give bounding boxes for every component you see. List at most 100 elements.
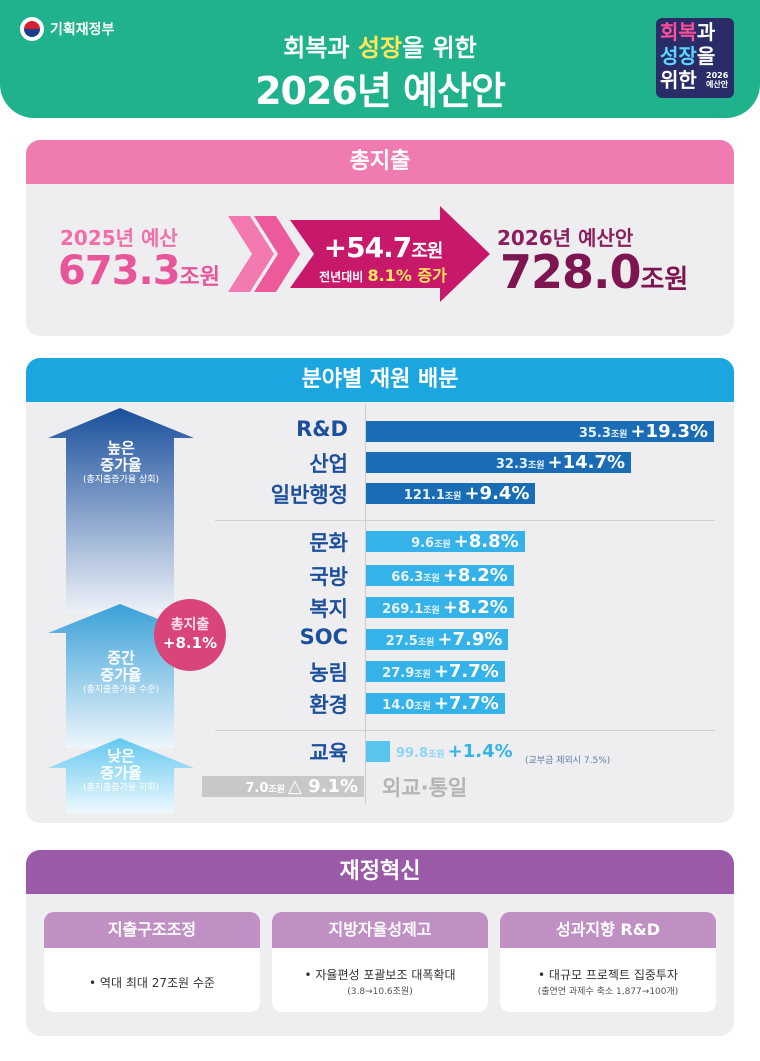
high-title2: 증가율 xyxy=(100,456,142,475)
amount-unit-9: 조원 xyxy=(428,750,445,760)
amount-label-4: 66.3조원 xyxy=(391,570,440,585)
innovation-heading: 재정혁신 xyxy=(26,850,734,894)
low-title2: 증가율 xyxy=(100,764,142,783)
bar-4 xyxy=(366,565,514,586)
innovation-card-3-line2: (출연연 과제수 축소 1,877→100개) xyxy=(537,987,679,997)
mid-title2: 증가율 xyxy=(100,666,142,685)
growth-label-9: +1.4% xyxy=(447,741,513,762)
innovation-card-3-title: 성과지향 R&D xyxy=(500,912,716,948)
category-label-5: 복지 xyxy=(309,597,348,621)
value-label-10: 7.0조원 △ 9.1% xyxy=(200,776,358,797)
high-title1: 높은 xyxy=(107,439,135,457)
innovation-card-2-line1: • 자율편성 포괄보조 대폭확대 xyxy=(304,968,456,982)
category-label-1: 산업 xyxy=(309,452,348,476)
amount-label-10: 7.0조원 xyxy=(245,781,285,796)
ministry-logo: 기획재정부 xyxy=(20,16,114,42)
value-label-7: 27.9조원 +7.7% xyxy=(366,661,499,682)
amount-unit-3: 조원 xyxy=(434,540,451,550)
amount-label-1: 32.3조원 xyxy=(495,457,545,472)
growth-label-0: +19.3% xyxy=(630,421,708,442)
category-label-10: 외교·통일 xyxy=(382,776,468,800)
innovation-card-2-title: 지방자율성제고 xyxy=(272,912,488,948)
badge-b2: 을 xyxy=(696,44,716,68)
amount-label-6: 27.5조원 xyxy=(385,634,435,649)
high-arrow xyxy=(48,408,194,613)
mid-title1: 중간 xyxy=(107,649,135,667)
amount-unit-10: 조원 xyxy=(268,785,285,795)
prev-unit: 조원 xyxy=(179,265,221,290)
growth-arrow xyxy=(228,206,490,302)
badge-c1: 위한 xyxy=(660,68,697,92)
category-label-6: SOC xyxy=(299,625,348,649)
innovation-card-1-title: 지출구조조정 xyxy=(44,912,260,948)
amount-unit-7: 조원 xyxy=(414,670,431,680)
category-label-9: 교육 xyxy=(309,741,348,765)
category-label-7: 농림 xyxy=(309,661,348,685)
increase-value: +54.7 xyxy=(323,231,413,264)
amount-label-3: 9.6조원 xyxy=(411,536,451,551)
badge-a2: 과 xyxy=(696,20,716,44)
amount-label-7: 27.9조원 xyxy=(382,666,431,681)
innovation-card-3: 성과지향 R&D • 대규모 프로젝트 집중투자 (출연연 과제수 축소 1,8… xyxy=(500,912,716,1012)
increase-note-pre: 전년대비 xyxy=(319,270,368,284)
amount-unit-4: 조원 xyxy=(423,574,440,584)
amount-label-8: 14.0조원 xyxy=(382,698,431,713)
innovation-card-2-line2: (3.8→10.6조원) xyxy=(347,987,413,997)
badge-c3: 예산안 xyxy=(706,80,729,89)
chevron-1 xyxy=(228,216,274,292)
main-arrow xyxy=(290,206,490,302)
growth-label-1: +14.7% xyxy=(547,452,626,473)
ministry-name: 기획재정부 xyxy=(50,22,115,38)
subtitle-highlight: 성장 xyxy=(357,34,403,62)
value-label-2: 121.1조원 +9.4% xyxy=(366,483,530,504)
subtitle-post: 을 위한 xyxy=(402,34,477,62)
taegeuk-icon xyxy=(20,17,44,41)
bar-1 xyxy=(366,452,632,473)
total-circle-value: +8.1% xyxy=(162,634,218,652)
growth-label-2: +9.4% xyxy=(464,483,530,504)
innovation-card-3-line1: • 대규모 프로젝트 집중투자 xyxy=(538,968,678,982)
amount-unit-8: 조원 xyxy=(414,702,431,712)
amount-label-5: 269.1조원 xyxy=(382,602,440,617)
increase-note-val: 8.1% 증가 xyxy=(367,266,447,285)
category-label-2: 일반행정 xyxy=(270,483,348,507)
bar-2 xyxy=(366,483,536,504)
growth-label-5: +8.2% xyxy=(442,597,508,618)
amount-unit-2: 조원 xyxy=(444,492,462,502)
high-note: (총지출증가율 상회) xyxy=(82,474,160,485)
chevron-2 xyxy=(254,216,300,292)
growth-label-10: △ 9.1% xyxy=(287,776,358,797)
low-arrow xyxy=(48,738,194,813)
total-circle-label: 총지출 xyxy=(170,617,210,633)
value-label-8: 14.0조원 +7.7% xyxy=(366,693,499,714)
prev-value: 673.3조원 xyxy=(58,248,220,294)
high-label: 높은 증가율 (총지출증가율 상회) xyxy=(48,439,194,485)
increase-label: +54.7조원 전년대비 8.1% 증가 xyxy=(308,231,458,286)
edu-note: (교부금 제외시 7.5%) xyxy=(525,756,611,766)
mid-note: (총지출증가율 수준) xyxy=(82,684,160,695)
bar-5 xyxy=(366,597,514,618)
category-label-8: 환경 xyxy=(309,693,348,717)
axis-line xyxy=(365,404,366,804)
badge-a1: 회복 xyxy=(660,20,697,44)
low-note: (총지출증가율 하회) xyxy=(82,782,160,793)
low-title1: 낮은 xyxy=(107,747,135,765)
amount-label-9: 99.8조원 xyxy=(396,746,445,761)
bar-0 xyxy=(366,421,714,442)
bar-10 xyxy=(202,776,364,797)
header-banner: 기획재정부 회복과 성장을 위한 2026년 예산안 회복과 성장을 위한 20… xyxy=(0,0,760,118)
value-label-6: 27.5조원 +7.9% xyxy=(366,629,503,650)
group-divider-1 xyxy=(215,520,715,521)
bar-8 xyxy=(366,693,505,714)
budget-badge: 회복과 성장을 위한 2026 예산안 xyxy=(656,18,734,98)
page-title: 2026년 예산안 xyxy=(255,69,506,113)
bar-3 xyxy=(366,531,525,552)
total-rate-circle: 총지출 +8.1% xyxy=(154,599,226,671)
header-subtitle: 회복과 성장을 위한 xyxy=(0,28,760,63)
badge-b1: 성장 xyxy=(660,44,697,68)
amount-label-2: 121.1조원 xyxy=(403,488,462,503)
amount-unit-6: 조원 xyxy=(417,638,435,648)
increase-unit: 조원 xyxy=(411,241,443,262)
amount-unit-5: 조원 xyxy=(423,606,440,616)
innovation-card-1-line1: • 역대 최대 27조원 수준 xyxy=(89,976,215,990)
